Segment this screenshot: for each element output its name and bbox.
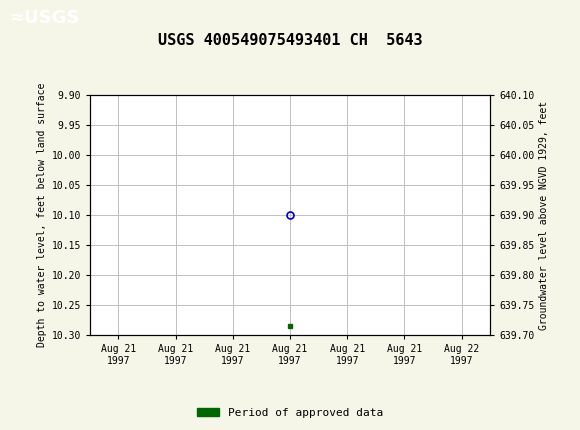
Y-axis label: Groundwater level above NGVD 1929, feet: Groundwater level above NGVD 1929, feet [539, 101, 549, 329]
Text: USGS 400549075493401 CH  5643: USGS 400549075493401 CH 5643 [158, 34, 422, 48]
Y-axis label: Depth to water level, feet below land surface: Depth to water level, feet below land su… [37, 83, 48, 347]
Legend: Period of approved data: Period of approved data [193, 403, 387, 422]
Text: ≈USGS: ≈USGS [9, 9, 79, 27]
